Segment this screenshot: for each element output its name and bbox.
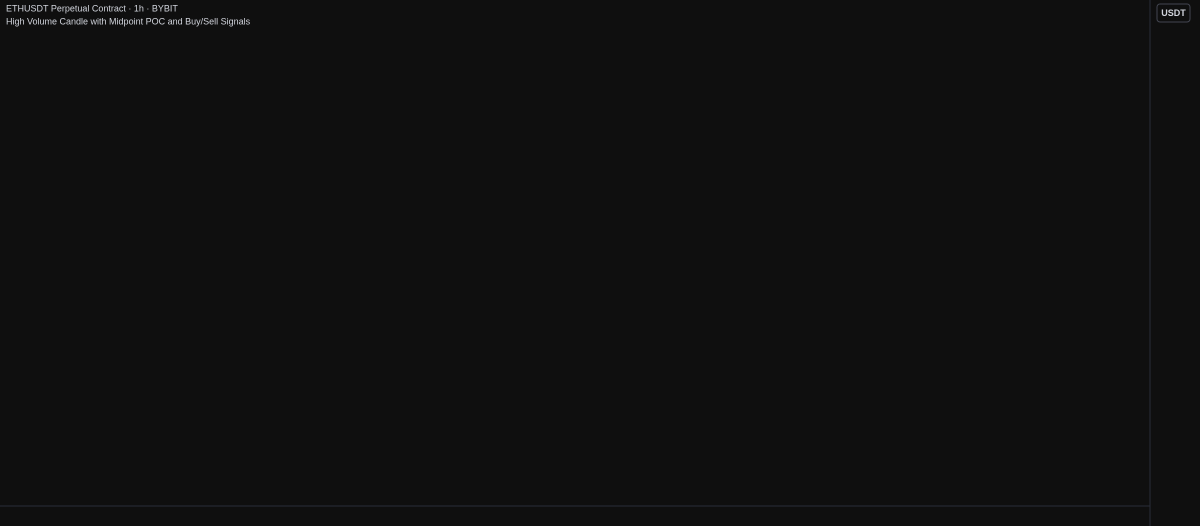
currency-label[interactable]: USDT	[1161, 8, 1186, 18]
chart-title: ETHUSDT Perpetual Contract · 1h · BYBIT	[6, 3, 178, 13]
currency-button[interactable]	[1156, 3, 1191, 23]
chart-subtitle: High Volume Candle with Midpoint POC and…	[6, 16, 251, 26]
